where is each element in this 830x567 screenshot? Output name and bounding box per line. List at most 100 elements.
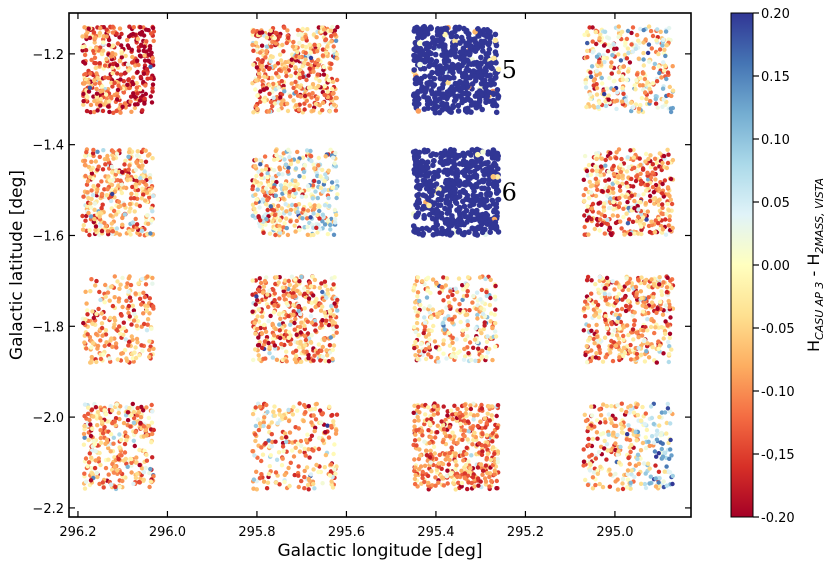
star-point bbox=[301, 175, 307, 180]
star-point bbox=[460, 189, 467, 195]
star-point bbox=[110, 229, 116, 234]
star-point bbox=[97, 80, 102, 86]
star-point bbox=[618, 169, 624, 175]
star-point bbox=[260, 59, 265, 65]
star-point bbox=[625, 155, 630, 160]
star-point bbox=[646, 24, 652, 29]
star-point bbox=[145, 274, 150, 279]
star-point bbox=[292, 357, 297, 362]
star-point bbox=[126, 85, 132, 91]
star-point bbox=[602, 91, 607, 97]
star-point bbox=[633, 284, 639, 290]
star-point bbox=[658, 29, 663, 34]
star-point bbox=[265, 197, 270, 203]
star-point bbox=[80, 34, 85, 39]
star-point bbox=[282, 157, 287, 162]
star-point bbox=[287, 189, 292, 194]
star-point bbox=[492, 31, 499, 38]
star-point bbox=[151, 193, 156, 199]
star-point bbox=[111, 61, 116, 67]
star-point bbox=[80, 48, 85, 53]
star-point bbox=[150, 55, 155, 61]
star-point bbox=[602, 335, 608, 340]
star-point bbox=[298, 32, 304, 37]
star-point bbox=[138, 74, 143, 80]
star-point bbox=[150, 86, 155, 91]
star-point bbox=[112, 274, 118, 279]
star-point bbox=[626, 165, 632, 170]
star-point bbox=[141, 33, 147, 38]
star-point bbox=[638, 200, 643, 205]
star-point bbox=[132, 209, 137, 214]
star-point bbox=[91, 147, 96, 153]
star-point bbox=[427, 181, 433, 188]
star-point bbox=[670, 225, 675, 231]
star-point bbox=[259, 168, 265, 173]
star-point bbox=[150, 89, 155, 94]
star-point bbox=[262, 339, 268, 344]
star-point bbox=[472, 231, 478, 237]
star-point bbox=[90, 341, 96, 346]
star-point bbox=[88, 214, 94, 219]
star-point bbox=[317, 78, 322, 84]
star-point bbox=[150, 281, 155, 286]
star-point bbox=[110, 303, 116, 309]
star-point bbox=[142, 58, 148, 63]
star-point bbox=[129, 334, 134, 339]
star-point bbox=[432, 51, 439, 58]
star-point bbox=[459, 49, 466, 55]
star-point bbox=[133, 355, 139, 361]
star-point bbox=[276, 172, 281, 177]
star-point bbox=[335, 192, 340, 197]
star-point bbox=[144, 182, 149, 188]
star-point bbox=[148, 231, 153, 236]
star-point bbox=[490, 325, 495, 331]
star-point bbox=[125, 173, 130, 178]
star-point bbox=[278, 335, 283, 341]
star-point bbox=[621, 64, 626, 69]
star-point bbox=[493, 201, 500, 207]
star-point bbox=[614, 333, 620, 338]
star-point bbox=[632, 83, 637, 88]
star-point bbox=[658, 299, 663, 304]
star-point bbox=[120, 170, 125, 175]
star-point bbox=[655, 27, 660, 32]
star-point bbox=[478, 73, 484, 79]
star-point bbox=[592, 313, 597, 318]
star-point bbox=[256, 287, 261, 292]
star-point bbox=[413, 44, 420, 50]
star-point bbox=[282, 66, 287, 71]
star-point bbox=[656, 346, 661, 352]
star-point bbox=[98, 103, 103, 108]
star-point bbox=[129, 322, 134, 327]
star-point bbox=[150, 59, 156, 64]
star-point bbox=[665, 70, 671, 75]
star-point bbox=[333, 108, 339, 113]
star-point bbox=[453, 173, 459, 180]
star-point bbox=[272, 302, 277, 308]
star-point bbox=[92, 109, 97, 115]
star-point bbox=[453, 286, 458, 291]
star-point bbox=[615, 307, 620, 313]
star-point bbox=[457, 78, 463, 85]
star-point bbox=[648, 324, 654, 330]
star-point bbox=[270, 54, 275, 60]
star-point bbox=[661, 336, 666, 341]
star-point bbox=[142, 169, 147, 174]
star-point bbox=[471, 159, 478, 166]
star-point bbox=[581, 328, 586, 333]
star-point bbox=[127, 314, 132, 319]
star-point bbox=[290, 60, 295, 66]
star-point bbox=[277, 227, 282, 232]
star-point bbox=[305, 183, 311, 189]
tile-1-2 bbox=[410, 146, 502, 238]
star-point bbox=[462, 72, 469, 78]
star-point bbox=[333, 212, 339, 218]
star-point bbox=[111, 43, 116, 48]
star-point bbox=[80, 44, 85, 50]
star-point bbox=[668, 106, 674, 111]
star-point bbox=[667, 193, 672, 199]
star-point bbox=[624, 36, 630, 42]
star-point bbox=[474, 290, 480, 295]
star-point bbox=[89, 159, 94, 164]
